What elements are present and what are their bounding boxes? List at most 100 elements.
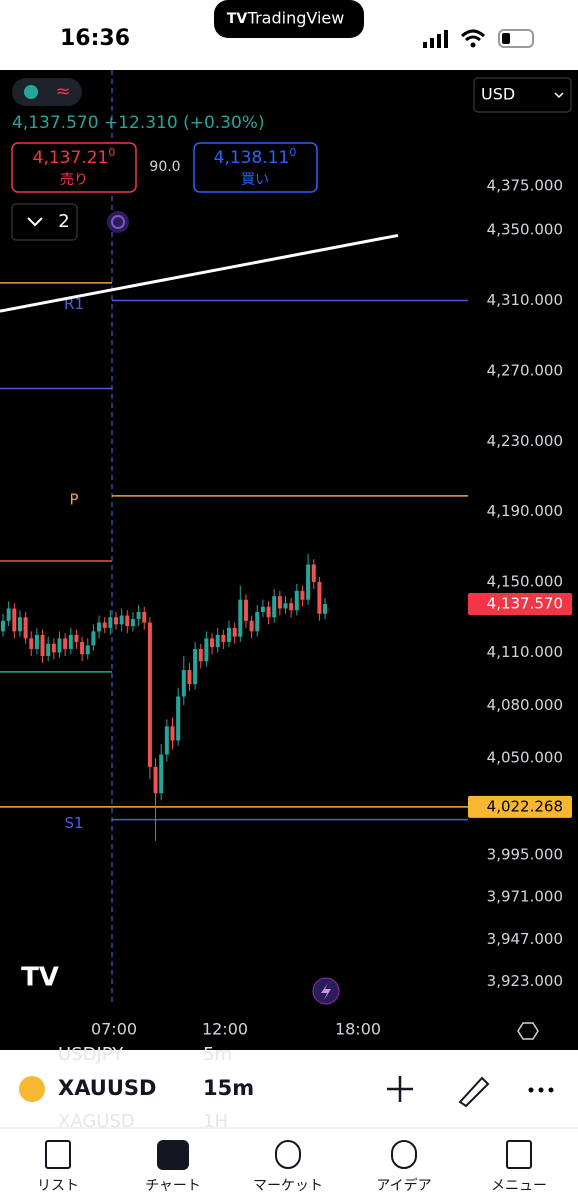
y-tick-label: 4,050.000 [487,749,563,767]
candle-body [243,599,248,621]
quote-change-pct: (+0.30%) [183,113,265,133]
candle-body [221,634,226,642]
x-tick-label: 18:00 [335,1020,381,1039]
candle-body [147,622,152,767]
tab-label: リスト [37,1178,79,1194]
candle-body [238,599,243,637]
buy-price: 4,138.110 [214,146,297,168]
symbol-icon [19,1076,45,1102]
sell-price-sup: 0 [108,146,115,159]
candle-body [215,634,220,648]
tab-icon[interactable] [157,1140,189,1170]
layers-count: 2 [58,211,69,232]
quote-change: +12.310 [104,113,178,133]
candle-body [260,606,265,613]
buy-button[interactable] [193,142,318,193]
candle-body [311,564,316,583]
tab-icon[interactable] [45,1140,71,1169]
more-button[interactable] [528,1087,554,1093]
currency-chevron [554,92,564,99]
ghost-symbol: XAGUSD [58,1111,135,1132]
pivot-label: S1 [64,814,83,832]
chevron [27,217,43,227]
sell-price-main: 4,137.21 [33,148,109,168]
tab-icon[interactable] [506,1140,532,1169]
market-dot [24,85,38,99]
sell-button[interactable] [11,142,137,193]
candle-body [6,608,11,621]
candle-body [323,603,328,614]
currency-select[interactable] [473,77,572,113]
quote-price: 4,137.570 [12,113,99,133]
candle-body [63,638,68,649]
candle-body [119,615,124,625]
candle-body [176,696,181,741]
candle-body [249,620,254,632]
candle-body [130,619,135,627]
y-tick-label: 4,310.000 [487,291,563,309]
signal [423,30,448,48]
tab-label: メニュー [491,1178,547,1194]
logo: TV [227,11,248,27]
candle-body [85,645,90,655]
buy-label: 買い [241,172,269,188]
pivot-label: R1 [64,295,84,313]
candle-body [91,631,96,646]
candle-body [136,612,141,620]
candle-body [181,670,186,697]
candle-body [204,638,209,662]
candle-body [108,617,113,628]
y-tick-label: 4,270.000 [487,361,563,379]
clock: 16:36 [60,26,130,51]
y-tick-label: 4,375.000 [487,177,563,195]
indicator-toggle[interactable] [12,78,82,106]
y-tick-label: 4,150.000 [487,573,563,591]
currency: USD [481,85,515,104]
y-tick-label: 4,230.000 [487,432,563,450]
y-tick-label: 3,947.000 [487,930,563,948]
candle-body [80,641,85,655]
candle-body [187,670,192,685]
candle-body [142,612,147,623]
battery-level [502,33,510,44]
y-tick-label: 4,080.000 [487,696,563,714]
candle-body [227,627,231,642]
tv-watermark: TV [21,963,59,993]
battery [498,29,534,48]
candle-body [277,596,282,609]
candle-body [97,622,102,632]
replay-ring [111,215,125,229]
candle-body [210,638,215,648]
candle-body [300,590,305,600]
candle-body [317,582,322,614]
candle-body [114,617,118,625]
candle-body [255,612,260,632]
symbol[interactable]: XAUUSD [58,1076,156,1100]
candle-body [46,643,51,657]
candle-body [51,643,56,653]
draw-button[interactable] [458,1076,490,1108]
tab-icon[interactable] [391,1140,417,1169]
settings-icon[interactable] [517,1022,539,1040]
y-tick-label: 3,995.000 [487,845,563,863]
y-tick-label: 4,110.000 [487,643,563,661]
sell-price: 4,137.210 [33,146,116,168]
add-button[interactable] [387,1076,413,1102]
candle-body [289,603,294,611]
candle-body [57,638,62,653]
layers-button[interactable] [11,203,78,241]
tab-label: マーケット [253,1178,323,1194]
y-tick-label: 4,190.000 [487,502,563,520]
candle-body [283,603,288,609]
ghost-interval: 1H [203,1111,228,1132]
candle-body [198,648,203,662]
candle-body [1,620,5,632]
price-tag [468,795,572,818]
candle-body [153,766,158,794]
tab-icon[interactable] [275,1140,301,1169]
replay-icon[interactable] [107,211,129,233]
candle-body [294,590,299,611]
x-tick-label: 12:00 [202,1020,248,1039]
interval[interactable]: 15m [203,1076,254,1100]
